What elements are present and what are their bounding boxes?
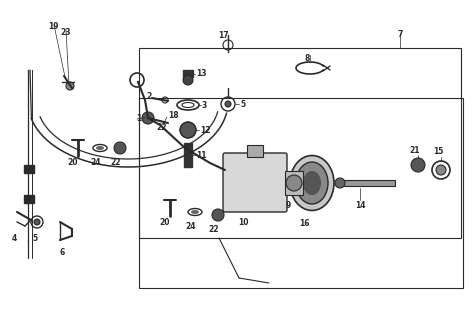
Bar: [139, 98, 463, 288]
Circle shape: [183, 75, 193, 85]
Text: 7: 7: [397, 30, 403, 39]
Circle shape: [225, 101, 231, 107]
Circle shape: [66, 82, 74, 90]
Ellipse shape: [303, 171, 321, 195]
Bar: [247, 145, 263, 157]
Ellipse shape: [96, 146, 104, 150]
Text: 14: 14: [355, 201, 365, 210]
Text: 13: 13: [196, 68, 207, 77]
Circle shape: [34, 219, 40, 225]
Text: 2: 2: [146, 92, 151, 100]
Text: 5: 5: [240, 100, 245, 108]
Text: 11: 11: [196, 150, 207, 159]
Text: 21: 21: [410, 146, 420, 155]
Text: 22: 22: [156, 123, 167, 132]
Text: 22: 22: [111, 158, 121, 167]
Ellipse shape: [191, 210, 199, 214]
Text: 9: 9: [286, 201, 291, 210]
Bar: [24, 195, 34, 203]
Bar: [285, 171, 303, 195]
Text: 10: 10: [238, 218, 248, 227]
Text: 19: 19: [48, 22, 59, 31]
Circle shape: [436, 165, 446, 175]
Bar: [183, 70, 193, 77]
Text: 12: 12: [200, 125, 211, 134]
Bar: [24, 165, 34, 173]
Circle shape: [212, 209, 224, 221]
Circle shape: [411, 158, 425, 172]
Text: 17: 17: [218, 31, 228, 40]
Text: 23: 23: [60, 28, 70, 37]
Bar: [340, 180, 395, 186]
Text: 24: 24: [91, 158, 101, 167]
Ellipse shape: [296, 162, 328, 204]
Text: 16: 16: [299, 219, 309, 228]
Text: 1: 1: [136, 114, 141, 123]
Text: 24: 24: [186, 222, 196, 231]
Text: 3: 3: [202, 100, 207, 109]
Circle shape: [180, 122, 196, 138]
Bar: [139, 48, 461, 238]
Text: 22: 22: [209, 225, 219, 234]
Ellipse shape: [290, 156, 334, 211]
Text: 8: 8: [304, 54, 310, 63]
Circle shape: [335, 178, 345, 188]
Text: 6: 6: [59, 248, 65, 257]
Text: 18: 18: [168, 110, 178, 119]
Circle shape: [286, 175, 302, 191]
Text: 5: 5: [33, 234, 38, 243]
Circle shape: [142, 112, 154, 124]
FancyBboxPatch shape: [223, 153, 287, 212]
Text: 20: 20: [160, 218, 170, 227]
Text: 15: 15: [433, 147, 443, 156]
Text: 4: 4: [11, 234, 17, 243]
Circle shape: [114, 142, 126, 154]
Bar: [184, 143, 192, 167]
Text: 20: 20: [68, 158, 78, 167]
